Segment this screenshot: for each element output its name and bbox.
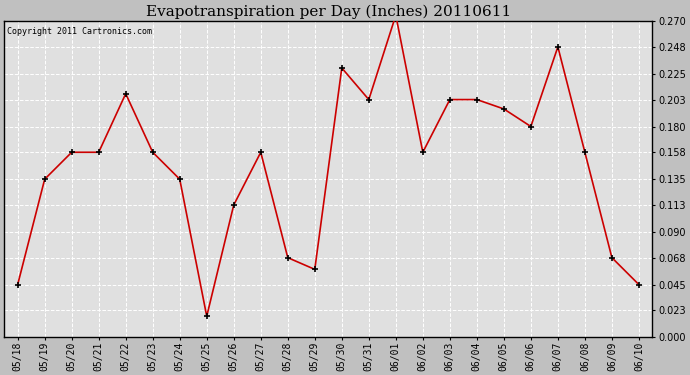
Title: Evapotranspiration per Day (Inches) 20110611: Evapotranspiration per Day (Inches) 2011… (146, 4, 511, 18)
Text: Copyright 2011 Cartronics.com: Copyright 2011 Cartronics.com (8, 27, 152, 36)
